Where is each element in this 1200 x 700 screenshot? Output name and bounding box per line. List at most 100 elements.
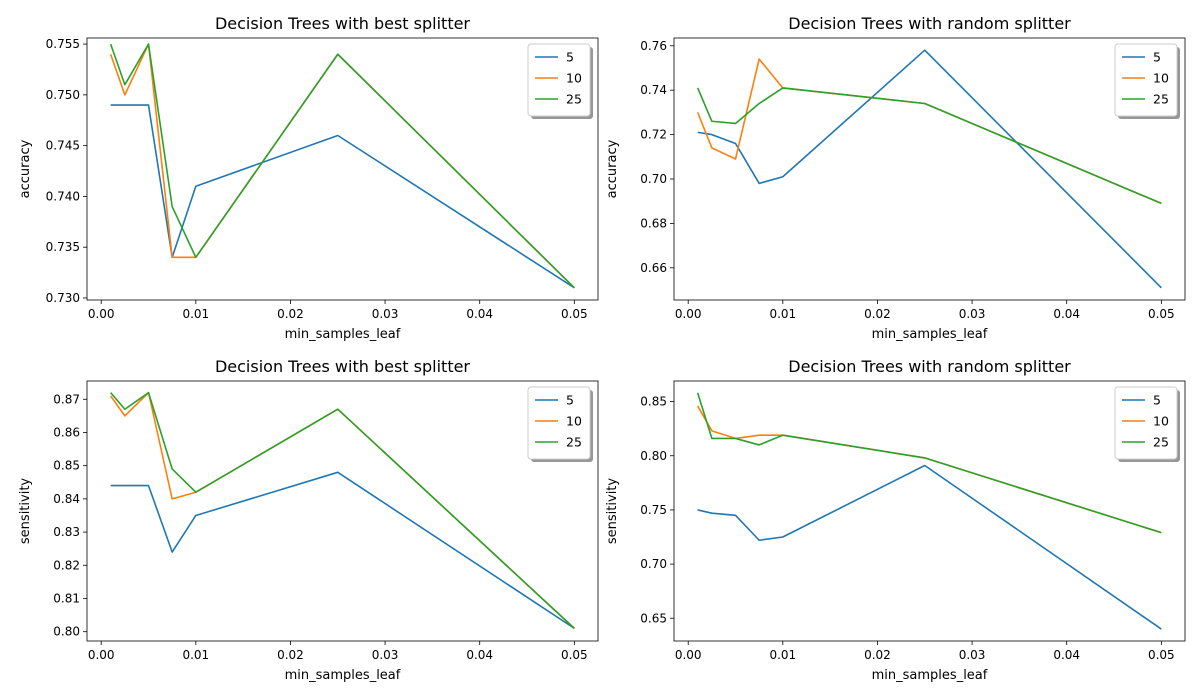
y-tick-label: 0.80 [53,625,80,639]
series-line-25 [696,87,1162,205]
x-axis-label: min_samples_leaf [872,668,988,683]
legend-label: 25 [566,92,582,107]
x-tick-label: 0.02 [864,307,891,321]
y-tick-label: 0.70 [640,557,667,571]
x-tick-label: 0.02 [277,307,304,321]
x-axis-label: min_samples_leaf [872,327,988,342]
y-tick-label: 0.82 [53,558,80,572]
y-tick-label: 0.72 [640,128,667,142]
x-tick-label: 0.03 [959,307,986,321]
y-tick-label: 0.85 [640,395,667,409]
x-tick-label: 0.03 [372,307,399,321]
series-line-25 [696,392,1162,534]
legend-box [1114,43,1178,117]
chart-panel-4: Decision Trees with random splitter 0.00 0… [605,357,1186,683]
y-tick-label: 0.745 [46,139,80,153]
legend-label: 10 [1153,414,1169,429]
x-tick-label: 0.02 [277,648,304,662]
y-tick-label: 0.80 [640,449,667,463]
x-tick-label: 0.00 [88,648,115,662]
series-line-5 [697,49,1162,289]
axes-frame [673,380,1186,642]
y-tick-label: 0.755 [46,37,80,51]
x-tick-label: 0.05 [1148,307,1175,321]
x-tick-label: 0.00 [88,307,115,321]
y-tick-label: 0.66 [640,261,667,275]
chart-title: Decision Trees with best splitter [215,357,470,376]
y-tick-label: 0.750 [46,88,80,102]
y-axis-label: sensitivity [605,478,620,545]
x-tick-label: 0.01 [769,307,796,321]
y-tick-label: 0.87 [53,392,80,406]
legend-box [1114,386,1178,460]
legend: 5 10 25 [1114,43,1180,119]
y-tick-label: 0.86 [53,425,80,439]
series-line-10 [110,391,575,629]
axes-frame [86,380,599,642]
legend-label: 25 [1153,435,1169,450]
chart-title: Decision Trees with random splitter [788,14,1071,33]
y-tick-label: 0.84 [53,492,80,506]
legend-box [527,43,591,117]
x-axis-label: min_samples_leaf [285,327,401,342]
legend-label: 5 [566,393,574,408]
x-tick-label: 0.02 [864,648,891,662]
legend-label: 10 [566,414,582,429]
x-axis-label: min_samples_leaf [285,668,401,683]
chart-title: Decision Trees with best splitter [215,14,470,33]
legend-label: 25 [1153,92,1169,107]
axes-frame [673,37,1186,301]
y-tick-label: 0.81 [53,591,80,605]
y-tick-label: 0.85 [53,459,80,473]
legend: 5 10 25 [527,43,593,119]
legend-label: 10 [1153,71,1169,86]
x-tick-label: 0.01 [182,648,209,662]
legend-label: 5 [1153,393,1161,408]
legend: 5 10 25 [1114,386,1180,462]
x-tick-label: 0.05 [561,307,588,321]
y-tick-label: 0.740 [46,189,80,203]
chart-panel-2: Decision Trees with random splitter 0.00 0… [605,14,1186,342]
x-tick-label: 0.01 [769,648,796,662]
axes-frame [86,37,599,301]
y-tick-label: 0.75 [640,503,667,517]
x-tick-label: 0.00 [675,648,702,662]
series-line-25 [110,391,575,629]
x-tick-label: 0.03 [372,648,399,662]
y-tick-label: 0.83 [53,525,80,539]
legend-label: 10 [566,71,582,86]
legend: 5 10 25 [527,386,593,462]
series-line-5 [697,464,1162,630]
series-line-5 [110,104,575,289]
legend-label: 5 [1153,50,1161,65]
y-axis-label: accuracy [18,139,33,198]
legend-label: 5 [566,50,574,65]
x-tick-label: 0.01 [182,307,209,321]
series-line-25 [109,43,575,289]
y-axis-label: sensitivity [18,478,33,545]
x-tick-label: 0.03 [959,648,986,662]
chart-panel-1: Decision Trees with best splitter 0.00 0.0… [18,14,599,342]
x-tick-label: 0.05 [1148,648,1175,662]
y-tick-label: 0.735 [46,240,80,254]
x-tick-label: 0.04 [1053,307,1080,321]
y-tick-label: 0.76 [640,39,667,53]
y-axis-label: accuracy [605,139,620,198]
legend-box [527,386,591,460]
chart-title: Decision Trees with random splitter [788,357,1071,376]
y-tick-label: 0.730 [46,291,80,305]
x-tick-label: 0.04 [466,307,493,321]
series-line-10 [109,43,575,289]
x-tick-label: 0.00 [675,307,702,321]
y-tick-label: 0.74 [640,83,667,97]
series-line-5 [110,471,575,630]
x-tick-label: 0.04 [466,648,493,662]
x-tick-label: 0.04 [1053,648,1080,662]
legend-label: 25 [566,435,582,450]
chart-panel-3: Decision Trees with best splitter 0.00 0.0… [18,357,599,683]
y-tick-label: 0.68 [640,216,667,230]
y-tick-label: 0.65 [640,611,667,625]
x-tick-label: 0.05 [561,648,588,662]
y-tick-label: 0.70 [640,172,667,186]
